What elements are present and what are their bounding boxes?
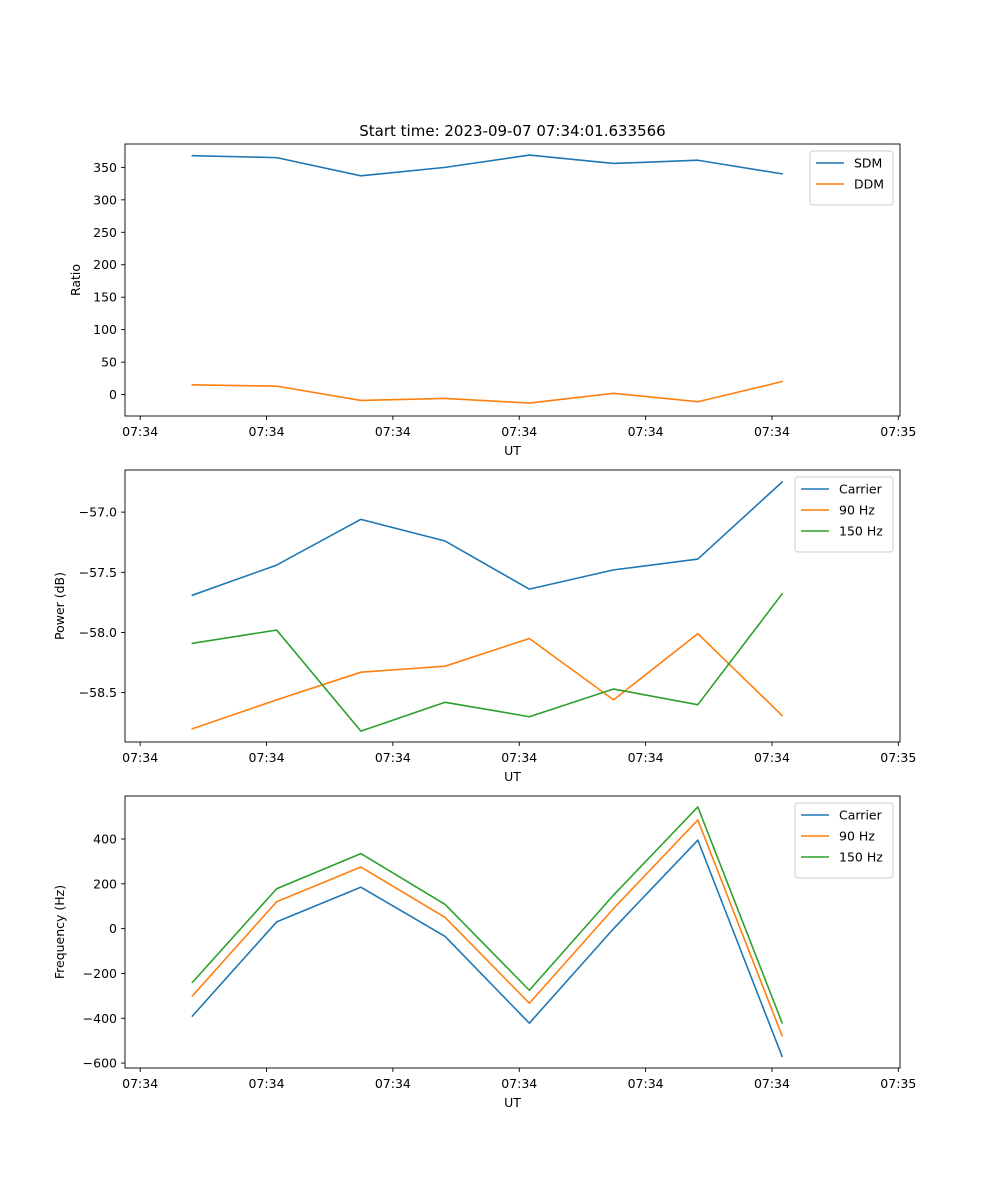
power-y-axis-label: Power (dB) [52,572,67,640]
ratio-x-tick-label: 07:34 [754,424,790,439]
ratio-y-tick-label: 350 [93,160,117,175]
ratio-y-tick-label: 300 [93,192,117,207]
ratio-x-axis-label: UT [504,443,521,458]
frequency-x-tick-label: 07:34 [501,1076,537,1091]
frequency-x-axis-label: UT [504,1095,521,1110]
frequency-x-tick-label: 07:34 [628,1076,664,1091]
frequency-series-carrier-line [191,839,784,1058]
power-x-tick-label: 07:34 [628,750,664,765]
power-legend-label-150-hz: 150 Hz [839,524,883,539]
power-y-tick-label: −57.0 [79,505,117,520]
frequency-y-tick-label: 200 [93,876,117,891]
ratio-x-tick-label: 07:34 [501,424,537,439]
power-x-tick-label: 07:34 [501,750,537,765]
power-legend-label-carrier: Carrier [839,482,883,497]
power-x-axis-label: UT [504,769,521,784]
frequency-legend [794,802,894,879]
ratio-x-tick-label: 07:35 [880,424,916,439]
frequency-legend-label-90-hz: 90 Hz [839,829,875,844]
ratio-plot-frame [124,143,901,417]
power-x-tick-label: 07:34 [375,750,411,765]
frequency-legend-label-carrier: Carrier [839,808,883,823]
frequency-y-tick-label: −600 [83,1056,117,1071]
figure-title: Start time: 2023-09-07 07:34:01.633566 [359,122,665,140]
power-y-tick-label: −58.0 [79,625,117,640]
frequency-x-tick-label: 07:34 [122,1076,158,1091]
frequency-legend-label-150-hz: 150 Hz [839,850,883,865]
power-x-tick-label: 07:34 [122,750,158,765]
frequency-y-axis-label: Frequency (Hz) [52,885,67,979]
power-y-tick-label: −58.5 [79,685,117,700]
frequency-axes: 07:34 07:34 07:34 07:34 07:34 07:34 07:35 −600 −… [52,795,916,1110]
frequency-x-tick-label: 07:34 [375,1076,411,1091]
power-plot-frame [124,469,901,743]
frequency-x-tick-label: 07:35 [880,1076,916,1091]
ratio-y-tick-label: 150 [93,290,117,305]
ratio-legend [809,150,894,206]
power-legend [794,476,894,553]
ratio-legend-label-ddm: DDM [854,177,884,192]
ratio-y-axis-label: Ratio [68,264,83,296]
ratio-y-tick-label: 200 [93,257,117,272]
ratio-x-tick-label: 07:34 [375,424,411,439]
frequency-x-tick-label: 07:34 [249,1076,285,1091]
ratio-y-tick-label: 50 [101,355,117,370]
ratio-legend-label-sdm: SDM [854,156,882,171]
ratio-axes: 07:34 07:34 07:34 07:34 07:34 07:34 07:35 0 50 10… [68,143,916,458]
frequency-x-tick-label: 07:34 [754,1076,790,1091]
frequency-y-tick-label: 0 [109,921,117,936]
ratio-x-tick-label: 07:34 [628,424,664,439]
frequency-y-tick-label: 400 [93,832,117,847]
power-axes: 07:34 07:34 07:34 07:34 07:34 07:34 07:35 −58.5… [52,469,916,784]
ratio-x-tick-label: 07:34 [249,424,285,439]
ratio-y-tick-label: 100 [93,322,117,337]
frequency-plot-frame [124,795,901,1069]
power-x-tick-label: 07:35 [880,750,916,765]
ratio-y-tick-label: 250 [93,225,117,240]
power-y-tick-label: −57.5 [79,565,117,580]
ratio-series-ddm-line [191,380,784,404]
power-x-tick-label: 07:34 [249,750,285,765]
power-x-tick-label: 07:34 [754,750,790,765]
power-series-carrier-line [191,480,784,597]
frequency-series-150-hz-line [191,806,784,1024]
ratio-series-sdm-line [191,154,783,177]
frequency-y-tick-label: −200 [83,966,117,981]
frequency-y-tick-label: −400 [83,1011,117,1026]
power-legend-label-90-hz: 90 Hz [839,503,875,518]
power-series-90-hz-line [191,632,784,730]
ratio-y-tick-label: 0 [109,387,117,402]
power-series-150-hz-line [191,592,784,732]
frequency-series-90-hz-line [191,819,784,1037]
ratio-x-tick-label: 07:34 [122,424,158,439]
